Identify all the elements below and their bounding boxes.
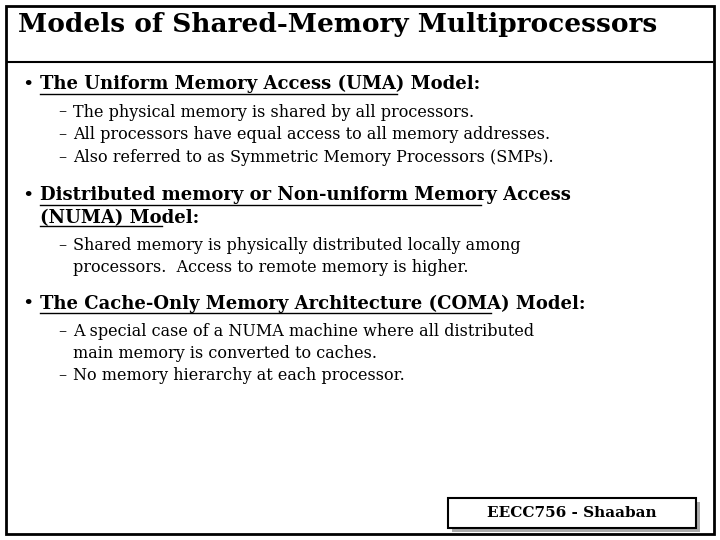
Text: •: •	[22, 76, 33, 94]
Text: –: –	[58, 104, 66, 120]
Text: Distributed memory or Non-uniform Memory Access
(NUMA) Model:: Distributed memory or Non-uniform Memory…	[40, 186, 571, 227]
Text: –: –	[58, 323, 66, 340]
Text: All processors have equal access to all memory addresses.: All processors have equal access to all …	[73, 126, 550, 143]
Text: –: –	[58, 149, 66, 166]
Text: Models of Shared-Memory Multiprocessors: Models of Shared-Memory Multiprocessors	[18, 12, 657, 37]
Text: –: –	[58, 237, 66, 254]
Text: •: •	[22, 295, 33, 313]
Text: The Cache-Only Memory Architecture (COMA) Model:: The Cache-Only Memory Architecture (COMA…	[40, 294, 585, 313]
Text: •: •	[22, 187, 33, 205]
Text: The Uniform Memory Access (UMA) Model:: The Uniform Memory Access (UMA) Model:	[40, 75, 480, 93]
Text: The physical memory is shared by all processors.: The physical memory is shared by all pro…	[73, 104, 474, 120]
Text: Also referred to as Symmetric Memory Processors (SMPs).: Also referred to as Symmetric Memory Pro…	[73, 149, 554, 166]
Text: –: –	[58, 126, 66, 143]
Text: No memory hierarchy at each processor.: No memory hierarchy at each processor.	[73, 367, 405, 383]
Text: A special case of a NUMA machine where all distributed
main memory is converted : A special case of a NUMA machine where a…	[73, 323, 534, 362]
Text: EECC756 - Shaaban: EECC756 - Shaaban	[487, 506, 657, 520]
Text: –: –	[58, 367, 66, 383]
Bar	[448, 498, 696, 528]
Text: Shared memory is physically distributed locally among
processors.  Access to rem: Shared memory is physically distributed …	[73, 237, 521, 275]
Bar	[452, 502, 700, 532]
